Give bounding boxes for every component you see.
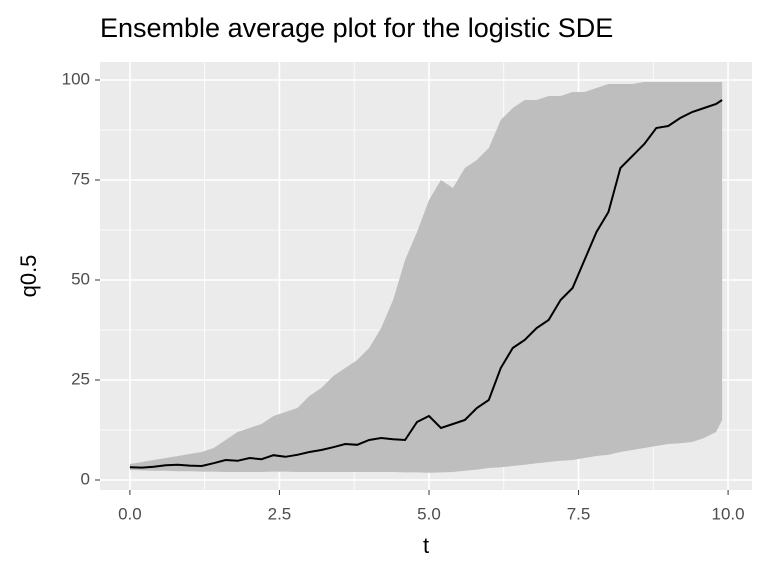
x-tick-label: 5.0 [417,504,441,523]
median-line [129,99,723,469]
y-tick-label: 0 [81,469,90,488]
x-tick-label: 2.5 [268,504,292,523]
x-tick-label: 7.5 [567,504,591,523]
y-tick-label: 100 [62,69,90,88]
x-tick-label: 10.0 [712,504,745,523]
y-tick-label: 25 [71,369,90,388]
y-tick-label: 75 [71,169,90,188]
chart-title: Ensemble average plot for the logistic S… [100,13,613,43]
x-axis-label: t [423,533,429,558]
y-axis-label: q0.5 [16,255,41,298]
y-tick-label: 50 [71,269,90,288]
x-tick-label: 0.0 [118,504,142,523]
ribbon [129,82,723,473]
